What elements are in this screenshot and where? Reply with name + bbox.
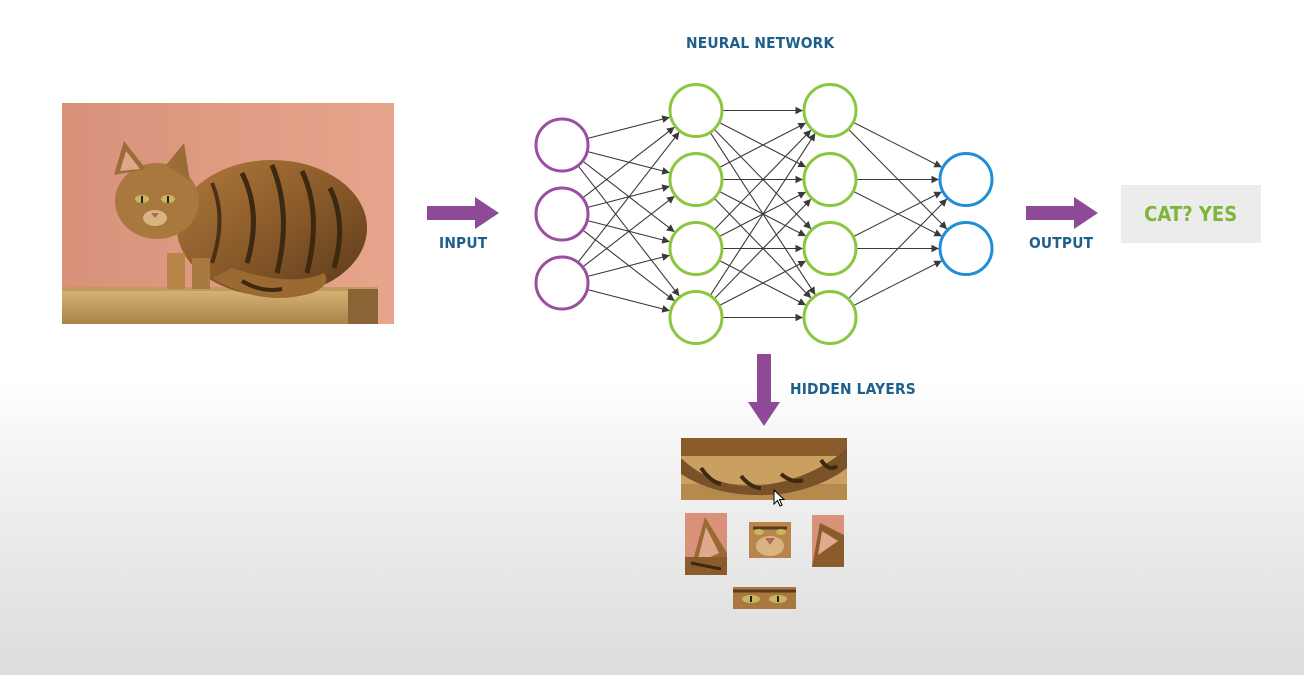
input-node (534, 186, 590, 242)
network-edge (713, 129, 812, 231)
output-arrow (1026, 197, 1098, 229)
hidden-node (668, 152, 724, 207)
network-edge (587, 115, 670, 140)
output-label: OUTPUT (1029, 234, 1094, 252)
network-edge (582, 126, 675, 199)
cat-photo (62, 103, 394, 324)
cat-eyes-crop (733, 587, 796, 609)
network-edge (577, 131, 680, 263)
network-edge (709, 132, 816, 296)
diagram-title: NEURAL NETWORK (686, 34, 835, 52)
network-edge (582, 195, 675, 268)
network-edge (847, 198, 948, 300)
input-arrow (427, 197, 499, 229)
mouse-cursor-icon (773, 489, 785, 507)
network-edge (713, 198, 812, 300)
network-edge (852, 121, 943, 168)
hidden-node (802, 290, 858, 345)
cat-nose-crop (749, 522, 791, 558)
cat-tail-crop (681, 438, 847, 500)
hidden-node (802, 152, 858, 207)
cat-ear-crop (685, 513, 727, 575)
hidden-layers-arrow (748, 354, 780, 426)
output-node (938, 152, 994, 207)
network-edge (718, 122, 807, 169)
hidden-node (668, 221, 724, 276)
input-node (534, 255, 590, 311)
hidden-node (668, 290, 724, 345)
hidden-layers-label: HIDDEN LAYERS (790, 380, 916, 398)
input-node (534, 117, 590, 173)
result-text: CAT? YES (1144, 202, 1238, 226)
output-node (938, 221, 994, 276)
hidden-node (802, 83, 858, 138)
cat-ear-right-crop (812, 515, 844, 567)
hidden-node (668, 83, 724, 138)
network-edge (718, 260, 807, 307)
network-edge (587, 253, 670, 278)
hidden-node (802, 221, 858, 276)
network-edge (852, 260, 943, 307)
network-edge (587, 288, 670, 313)
network-edge (852, 191, 943, 238)
input-label: INPUT (439, 234, 488, 252)
result-box: CAT? YES (1121, 185, 1261, 243)
neural-network-diagram (534, 83, 994, 345)
